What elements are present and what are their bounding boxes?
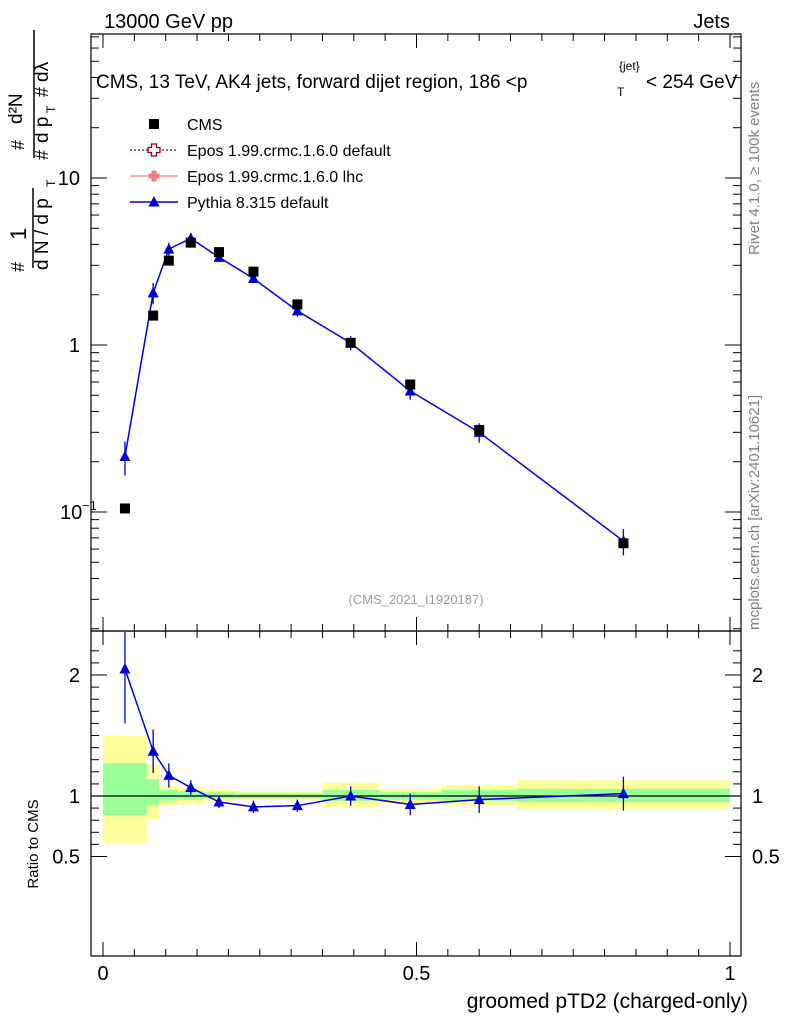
svg-text:#: # (32, 150, 52, 160)
pythia-point (147, 286, 159, 298)
pythia-point (163, 243, 175, 254)
svg-text:1: 1 (6, 228, 31, 240)
legend-marker-cms (149, 119, 159, 129)
ratio-axes: 0.5 0.5 1 1 2 2 0 0.5 1 (52, 631, 780, 985)
main-plot (119, 232, 629, 556)
legend: CMS Epos 1.99.crmc.1.6.0 default Epos 1.99… (130, 117, 391, 212)
ratio-ytick-label-left-0: 0.5 (52, 847, 80, 869)
svg-text:T: T (44, 179, 58, 187)
ratio-pythia-point (291, 799, 303, 811)
cms-point (119, 503, 130, 514)
pythia-point (291, 304, 303, 316)
svg-text:d N / d p: d N / d p (32, 198, 53, 270)
svg-text:#: # (8, 140, 28, 150)
legend-marker-epos-default (147, 143, 161, 157)
ratio-pythia-point (617, 787, 629, 799)
band-inner-0 (103, 763, 147, 816)
x-axis-label: groomed pTD2 (charged-only) (467, 990, 748, 1013)
ratio-ylabel: Ratio to CMS (25, 799, 42, 888)
svg-text:#: # (8, 262, 28, 272)
cms-point (405, 379, 416, 390)
cms-point (474, 424, 485, 435)
svg-text:T: T (44, 105, 58, 113)
band-inner-4 (203, 792, 235, 799)
legend-label-2: Epos 1.99.crmc.1.6.0 lhc (187, 169, 363, 186)
cms-point (292, 299, 303, 310)
pythia-point (404, 385, 416, 396)
cms-point (163, 255, 174, 266)
svg-text:#: # (32, 87, 52, 97)
svg-text:d p: d p (32, 117, 53, 143)
legend-label-0: CMS (187, 117, 223, 134)
xtick-label-0: 0 (97, 963, 108, 985)
svg-text:CMS, 13 TeV, AK4 jets, forward: CMS, 13 TeV, AK4 jets, forward dijet reg… (96, 72, 527, 93)
pythia-point (119, 450, 131, 461)
main-ytick-label-0: 10 (60, 502, 82, 524)
xtick-label-1: 0.5 (403, 963, 431, 985)
rivet-version: Rivet 4.1.0, ≥ 100k events (746, 82, 763, 255)
legend-label-1: Epos 1.99.crmc.1.6.0 default (187, 143, 391, 160)
main-title: CMS, 13 TeV, AK4 jets, forward dijet reg… (96, 59, 738, 99)
legend-marker-pythia (148, 196, 160, 207)
cms-point (618, 538, 629, 549)
ratio-ytick-label-right-1: 1 (752, 786, 763, 808)
svg-text:< 254 GeV: < 254 GeV (646, 72, 738, 93)
legend-label-3: Pythia 8.315 default (187, 195, 329, 212)
svg-text:{jet}: {jet} (619, 59, 640, 73)
legend-marker-epos-lhc (148, 170, 160, 182)
cms-point (185, 237, 196, 248)
ratio-pythia-point (345, 790, 357, 801)
ratio-pythia-point (247, 800, 259, 812)
mcplots-credit: mcplots.cern.ch [arXiv:2401.10621] (746, 395, 763, 630)
svg-text:d²N: d²N (6, 93, 27, 124)
main-ytick-label-2: 10 (58, 168, 80, 190)
ratio-pythia-point (185, 781, 197, 793)
ratio-ytick-label-left-1: 1 (69, 786, 80, 808)
svg-text:dλ: dλ (32, 61, 53, 82)
ratio-pythia-point (163, 769, 175, 780)
header-right: Jets (693, 11, 730, 33)
band-inner-2 (159, 789, 179, 801)
ratio-pythia-point (213, 796, 225, 807)
band-inner-3 (178, 791, 204, 800)
ratio-plot (119, 632, 629, 816)
main-ylabel: # 1 d N / d p T # d²N # d p T # dλ (6, 30, 58, 272)
ratio-pythia-point (119, 662, 131, 674)
ratio-ytick-label-right-0: 0.5 (752, 847, 780, 869)
ratio-pythia-point (147, 745, 159, 756)
cms-point (345, 337, 356, 348)
main-ytick-label-exp: −1 (82, 498, 97, 513)
pythia-point (247, 272, 259, 284)
ratio-pythia-point (473, 793, 485, 805)
ratio-pythia-point (404, 798, 416, 809)
cms-point (148, 310, 159, 321)
ratio-ytick-label-left-2: 2 (69, 665, 80, 687)
cms-point (213, 247, 224, 258)
header-left: 13000 GeV pp (104, 11, 233, 33)
ratio-ytick-label-right-2: 2 (752, 665, 763, 687)
pythia-line (124, 237, 624, 542)
svg-text:T: T (617, 85, 625, 99)
band-inner-1 (146, 779, 160, 806)
analysis-watermark: (CMS_2021_I1920187) (348, 592, 483, 607)
main-ytick-label-1: 1 (69, 335, 80, 357)
xtick-label-2: 1 (724, 963, 735, 985)
cms-point (248, 266, 259, 277)
